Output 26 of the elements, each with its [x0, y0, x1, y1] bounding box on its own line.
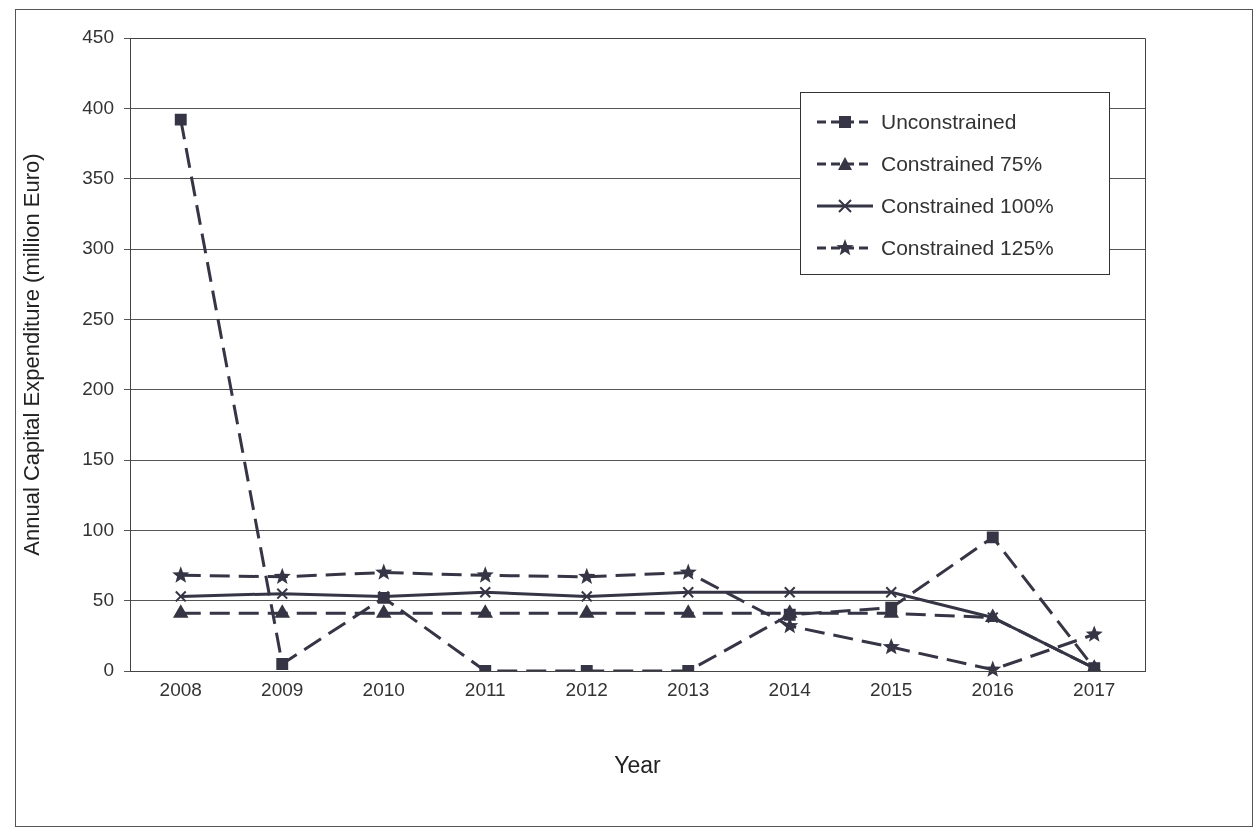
x-tick-label: 2012	[565, 678, 608, 700]
y-axis-title: Annual Capital Expenditure (million Euro)	[19, 153, 45, 556]
legend-label: Unconstrained	[881, 110, 1017, 134]
legend-label: Constrained 75%	[881, 152, 1043, 176]
x-tick-label: 2016	[971, 678, 1014, 700]
x-tick-label: 2009	[261, 678, 304, 700]
x-tick-label: 2013	[667, 678, 710, 700]
x-tick-label: 2010	[362, 678, 405, 700]
y-tick-label: 450	[82, 26, 114, 48]
x-tick-label: 2015	[870, 678, 913, 700]
y-tick-label: 50	[92, 588, 114, 610]
y-tick-label: 300	[82, 237, 114, 259]
y-tick-label: 100	[82, 518, 114, 540]
y-tick-label: 400	[82, 96, 114, 118]
x-tick-label: 2017	[1073, 678, 1116, 700]
legend-label: Constrained 100%	[881, 194, 1054, 218]
y-tick-label: 200	[82, 377, 114, 399]
x-axis-title: Year	[614, 751, 662, 778]
x-tick-label: 2011	[464, 678, 506, 700]
x-tick-label: 2008	[159, 678, 202, 700]
y-tick-label: 0	[103, 659, 114, 681]
y-tick-label: 150	[82, 448, 114, 470]
y-tick-label: 350	[82, 166, 114, 188]
legend-label: Constrained 125%	[881, 236, 1054, 260]
x-tick-label: 2014	[768, 678, 812, 700]
y-tick-label: 250	[82, 307, 114, 329]
